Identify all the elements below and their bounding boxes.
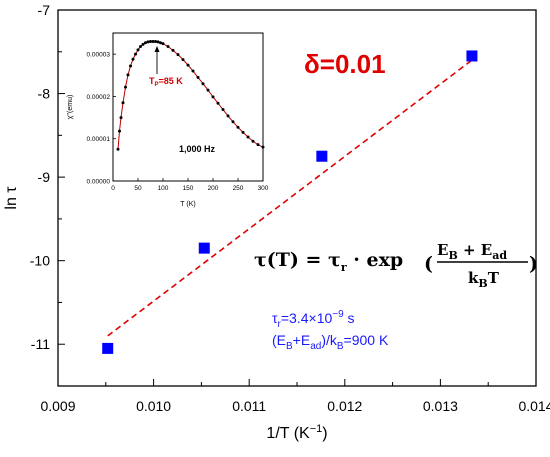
inset-data-point (201, 82, 205, 86)
inset-data-point (156, 40, 160, 44)
inset-data-point (161, 42, 165, 46)
inset-data-point (261, 145, 265, 149)
inset-axis-ticks: 0 50 100 150 200 250 300 0.00000 0.00001 0.00002 0… (87, 52, 269, 192)
inset-data-point (118, 129, 121, 133)
inset-data-point (176, 53, 180, 57)
inset-y-tick-label: 0.00001 (87, 136, 111, 143)
inset-x-tick-label: 0 (111, 185, 115, 192)
inset-data-point (139, 45, 142, 49)
x-tick-label: 0.010 (136, 398, 171, 414)
inset-data-point (141, 42, 145, 46)
inset-data-point (144, 41, 147, 45)
x-tick-label: 0.011 (232, 398, 266, 414)
inset-data-point (181, 58, 185, 62)
inset-data-point (121, 101, 125, 105)
fit-line (107, 59, 473, 337)
inset-data-point (251, 139, 255, 143)
inset-data-point (146, 40, 150, 44)
y-tick-label: -10 (30, 253, 50, 269)
inset-frame (112, 32, 264, 182)
inset-data-point (231, 120, 235, 124)
inset-x-tick-label: 50 (134, 185, 142, 192)
inset-x-tick-label: 200 (208, 185, 219, 192)
inset-data-point (246, 135, 250, 139)
inset-y-tick-label: 0.00002 (87, 94, 111, 101)
inset-x-tick-label: 300 (258, 185, 269, 192)
activation-energy-annotation: (EB+Ead)/kB=900 K (272, 332, 389, 352)
y-tick-label: -7 (38, 2, 51, 18)
inset-x-axis-title: T (K) (180, 201, 195, 208)
inset-data-point (129, 64, 132, 68)
inset-x-tick-label: 150 (183, 185, 194, 192)
inset-data-point (166, 45, 170, 49)
y-tick-label: -8 (38, 86, 51, 102)
inset-series (116, 39, 265, 151)
inset-data-point (116, 147, 120, 151)
inset-x-tick-label: 100 (158, 185, 169, 192)
inset-data-point (256, 143, 260, 147)
inset-data-point (159, 41, 162, 45)
data-point (102, 342, 114, 354)
svg-text:(: ( (424, 253, 433, 275)
inset-data-point (186, 63, 190, 67)
relaxation-equation: τ(T) = τr · exp ( EB + Ead kBT ) (254, 241, 538, 290)
inset-data-point (211, 95, 215, 99)
inset-data-point (221, 108, 225, 112)
inset-data-point (126, 73, 130, 77)
inset-y-tick-label: 0.00003 (87, 52, 111, 59)
inset-frequency-label: 1,000 Hz (179, 144, 216, 154)
inset-data-point (149, 39, 152, 43)
x-tick-label: 0.013 (423, 398, 458, 414)
inset-data-point (151, 39, 155, 43)
inset-data-point (216, 101, 220, 105)
x-tick-label: 0.014 (518, 398, 550, 414)
data-point (198, 242, 210, 254)
data-point (466, 50, 478, 62)
svg-text:EB + Ead: EB + Ead (437, 241, 507, 262)
inset-data-point (236, 125, 240, 129)
svg-text:τ(T) = τr · exp: τ(T) = τr · exp (254, 249, 403, 274)
inset-data-point (196, 75, 200, 79)
x-axis-title-close: ) (322, 425, 327, 442)
inset-data-point (191, 69, 195, 73)
inset-peak-label: TP=85 K (149, 76, 183, 88)
inset-y-axis-title: χ''(emu) (67, 95, 74, 120)
x-axis-title-sup: −1 (310, 423, 323, 435)
inset-data-point (136, 48, 140, 52)
y-tick-label: -9 (38, 169, 51, 185)
main-series (102, 50, 478, 354)
inset-y-tick-label: 0.00000 (87, 179, 111, 186)
x-tick-label: 0.012 (327, 398, 362, 414)
y-axis-title: ln τ (3, 186, 20, 210)
inset-data-point (134, 52, 137, 56)
delta-annotation: δ=0.01 (304, 49, 386, 79)
inset-data-point (206, 88, 210, 92)
inset-data-point (124, 85, 127, 89)
inset-x-tick-label: 250 (233, 185, 244, 192)
y-tick-label: -11 (31, 336, 50, 352)
inset-data-point (241, 130, 245, 134)
x-tick-label: 0.009 (40, 398, 75, 414)
inset-series-line (117, 40, 264, 150)
data-point (316, 150, 328, 162)
inset-data-point (154, 39, 157, 43)
tau-r-annotation: τr=3.4×10−9 s (272, 309, 355, 330)
main-axis-ticks: 0.009 0.010 0.011 0.012 0.013 0.014 -7 -8 -9 -10 -… (30, 2, 550, 414)
inset-chart: 0 50 100 150 200 250 300 0.00000 0.00001 0.00002 0… (67, 32, 269, 208)
svg-text:): ) (529, 253, 538, 275)
inset-data-point (131, 57, 135, 61)
inset-data-point (171, 48, 175, 52)
x-axis-title: 1/T (K−1) (266, 423, 327, 442)
inset-data-point (119, 116, 123, 120)
inset-peak-arrowhead (154, 46, 160, 52)
inset-data-point (226, 114, 230, 118)
svg-text:kBT: kBT (468, 269, 500, 290)
